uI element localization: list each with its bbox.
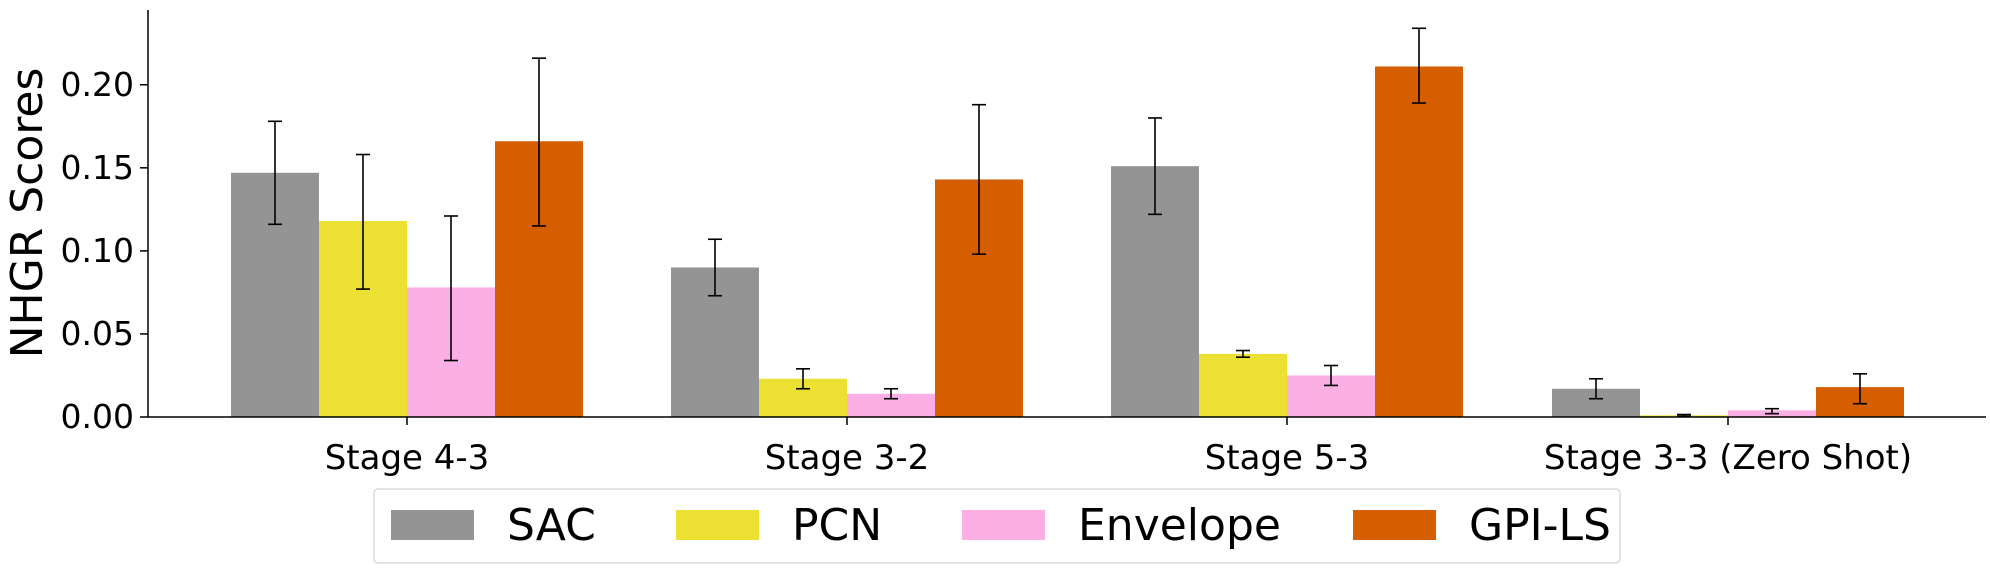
legend-swatch (676, 510, 759, 540)
y-axis-label: NHGR Scores (2, 68, 53, 359)
legend-label: Envelope (1078, 500, 1281, 551)
x-ticks: Stage 4-3 Stage 3-2 Stage 5-3 Stage 3-3 (Ze… (325, 417, 1912, 478)
y-tick-label: 0.10 (61, 231, 134, 270)
axes (147, 10, 1986, 418)
legend-swatch (391, 510, 474, 540)
legend-label: GPI-LS (1469, 500, 1611, 551)
x-tick-label: Stage 5-3 (1205, 438, 1370, 478)
y-tick-label: 0.15 (61, 148, 134, 187)
y-ticks: 0.00 0.05 0.10 0.15 0.20 (61, 65, 148, 436)
bar (1375, 66, 1463, 418)
x-tick-label: Stage 3-2 (765, 438, 930, 478)
bar (1199, 353, 1287, 417)
legend-label: SAC (507, 500, 596, 551)
bars-layer (231, 66, 1904, 418)
y-tick-label: 0.20 (61, 65, 134, 104)
legend-swatch (1353, 510, 1436, 540)
error-bars-layer (268, 27, 1867, 417)
y-tick-label: 0.05 (61, 314, 134, 353)
bar (847, 393, 935, 417)
x-tick-label: Stage 3-3 (Zero Shot) (1544, 438, 1912, 478)
x-tick-label: Stage 4-3 (325, 438, 490, 478)
legend: SAC PCN Envelope GPI-LS (373, 488, 1621, 564)
legend-label: PCN (792, 500, 882, 551)
legend-swatch (962, 510, 1045, 540)
legend-items: SAC PCN Envelope GPI-LS (391, 500, 1611, 551)
y-tick-label: 0.00 (61, 397, 134, 436)
